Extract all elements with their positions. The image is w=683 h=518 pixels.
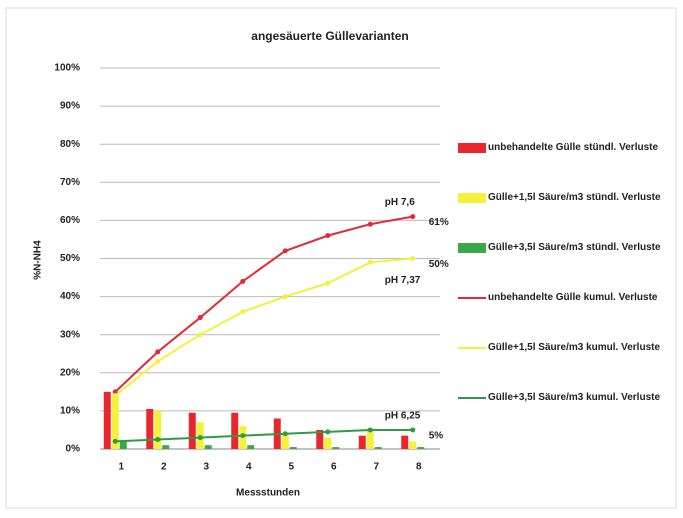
y-tick-label: 10%: [60, 406, 80, 417]
annotation: pH 7,37: [385, 275, 421, 286]
line-marker: [112, 438, 118, 444]
legend-swatch: [458, 193, 486, 203]
legend-entry: unbehandelte Gülle stündl. Verluste: [458, 140, 673, 190]
legend-label: unbehandelte Gülle kumul. Verluste: [488, 292, 658, 303]
legend-entry: unbehandelte Gülle kumul. Verluste: [458, 290, 673, 340]
bar: [324, 437, 332, 449]
bar: [409, 441, 417, 449]
bar: [162, 445, 170, 449]
chart-title: angesäuerte Güllevarianten: [251, 29, 408, 43]
line-marker: [325, 233, 331, 239]
bar: [119, 441, 127, 449]
line-marker: [197, 332, 203, 338]
line-marker: [410, 214, 416, 220]
legend-swatch: [458, 297, 486, 299]
bar: [154, 410, 162, 449]
line-marker: [282, 431, 288, 437]
legend-entry: Gülle+1,5l Säure/m3 stündl. Verluste: [458, 190, 673, 240]
y-tick-label: 70%: [60, 177, 80, 188]
y-tick-label: 0%: [66, 444, 81, 455]
chart-border: [5, 7, 677, 509]
legend-swatch: [458, 143, 486, 153]
legend-label: Gülle+1,5l Säure/m3 stündl. Verluste: [488, 192, 661, 203]
bar: [401, 435, 409, 449]
line: [115, 428, 413, 443]
line-marker: [325, 429, 331, 435]
data-label: 5%: [429, 431, 444, 442]
legend-entry: Gülle+1,5l Säure/m3 kumul. Verluste: [458, 340, 673, 390]
line-marker: [240, 278, 246, 284]
bar: [146, 408, 154, 449]
annotation: pH 7,6: [385, 197, 415, 208]
data-label: 50%: [429, 259, 449, 270]
y-axis-label: %N-NH4: [33, 240, 44, 280]
line-marker: [155, 358, 161, 364]
bar: [204, 445, 212, 449]
x-tick-label: 6: [331, 462, 337, 473]
y-tick-label: 50%: [60, 253, 80, 264]
line-marker: [410, 427, 416, 433]
y-tick-label: 60%: [60, 215, 80, 226]
line: [114, 215, 413, 393]
y-tick-label: 90%: [60, 101, 80, 112]
x-tick-label: 5: [288, 462, 294, 473]
legend-entry: Gülle+3,5l Säure/m3 stündl. Verluste: [458, 240, 673, 290]
line-marker: [197, 435, 203, 441]
bar: [374, 447, 382, 449]
x-tick-label: 7: [373, 462, 379, 473]
x-tick-label: 2: [161, 462, 167, 473]
line-marker: [367, 427, 373, 433]
line-marker: [282, 248, 288, 254]
data-label: 61%: [429, 217, 449, 228]
bar: [231, 412, 239, 449]
line: [114, 257, 413, 397]
line-marker: [367, 259, 373, 265]
line-marker: [112, 389, 118, 395]
line-marker: [112, 393, 118, 399]
x-axis-label: Messstunden: [236, 488, 300, 499]
bar: [358, 435, 366, 449]
line-marker: [367, 221, 373, 227]
bar: [247, 445, 255, 449]
bar: [332, 447, 340, 449]
bar: [417, 447, 425, 449]
x-tick-label: 8: [416, 462, 422, 473]
line-marker: [155, 349, 161, 355]
legend-entry: Gülle+3,5l Säure/m3 kumul. Verluste: [458, 390, 673, 440]
annotation: pH 6,25: [385, 411, 421, 422]
line-marker: [282, 294, 288, 300]
y-tick-label: 30%: [60, 329, 80, 340]
bar: [366, 429, 374, 449]
line-marker: [155, 436, 161, 442]
line-marker: [410, 256, 416, 261]
x-tick-label: 1: [118, 462, 124, 473]
bar: [188, 412, 196, 449]
bar: [103, 391, 111, 449]
y-tick-label: 40%: [60, 291, 80, 302]
legend-label: Gülle+3,5l Säure/m3 kumul. Verluste: [488, 392, 661, 403]
bar: [281, 433, 289, 449]
legend-label: Gülle+1,5l Säure/m3 kumul. Verluste: [488, 342, 661, 353]
x-tick-label: 3: [203, 462, 209, 473]
x-tick-label: 4: [246, 462, 252, 473]
legend-swatch: [458, 397, 486, 399]
line-marker: [325, 280, 331, 286]
legend: unbehandelte Gülle stündl. Verluste Gülle…: [458, 140, 673, 440]
y-tick-label: 20%: [60, 367, 80, 378]
line-marker: [240, 309, 246, 315]
line-marker: [197, 315, 203, 321]
y-tick-label: 100%: [54, 63, 80, 74]
legend-swatch: [458, 347, 486, 349]
bar: [316, 429, 324, 449]
legend-label: unbehandelte Gülle stündl. Verluste: [488, 142, 659, 153]
bar: [111, 395, 119, 449]
legend-swatch: [458, 243, 486, 253]
y-tick-label: 80%: [60, 139, 80, 150]
bar: [289, 447, 297, 449]
legend-label: Gülle+3,5l Säure/m3 stündl. Verluste: [488, 242, 661, 253]
line-marker: [240, 433, 246, 439]
